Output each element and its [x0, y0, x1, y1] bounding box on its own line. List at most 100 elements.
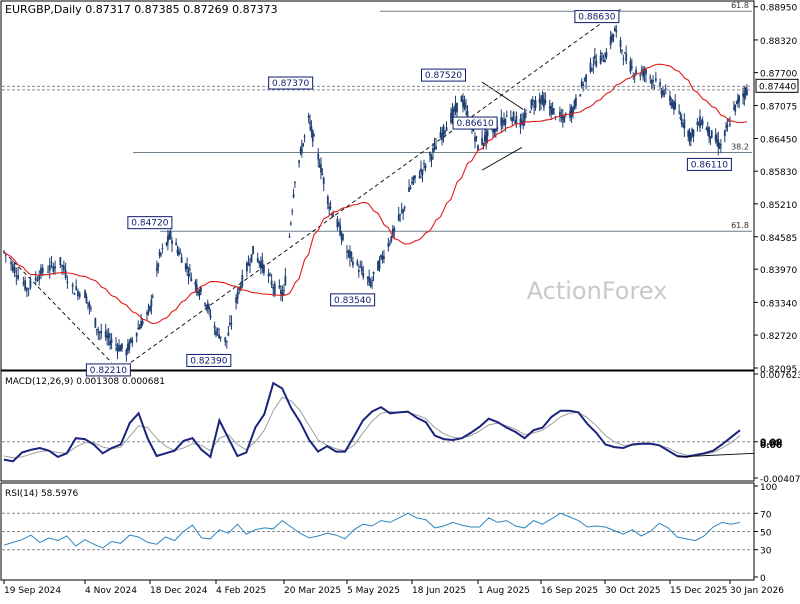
candle-body [692, 130, 695, 137]
candle-body [700, 123, 703, 125]
candle-body [671, 103, 674, 107]
candle-body [73, 293, 76, 295]
candle-body [643, 73, 646, 75]
candle-body [622, 58, 625, 60]
candle-body [477, 145, 479, 151]
candle-body [466, 111, 469, 119]
rsi-tick-label: 100 [760, 483, 777, 493]
candle-body [414, 175, 416, 179]
candle-body [357, 269, 360, 272]
candle-body [320, 164, 322, 173]
candle-body [621, 50, 623, 52]
price-axis: 0.88950 0.88320 0.87700 0.87075 0.86450 0.858… [754, 4, 797, 375]
candle-body [48, 264, 51, 271]
candle-body [288, 236, 291, 238]
candle-body [326, 196, 329, 205]
candle-body [465, 106, 467, 108]
trend-line [481, 147, 523, 171]
candle-body [445, 127, 448, 131]
candle-body [523, 114, 526, 122]
candle-body [349, 250, 351, 259]
candle-body [198, 293, 201, 296]
candle-body [313, 135, 316, 137]
candle-body [229, 322, 231, 325]
candle-body [116, 347, 119, 351]
candle-body [511, 117, 514, 122]
macd-panel-frame [0, 370, 755, 482]
candle-body [125, 350, 128, 356]
candle-body [520, 121, 523, 123]
candle-body [90, 307, 92, 309]
candle-body [605, 52, 608, 58]
date-axis: 19 Sep 2024 4 Nov 2024 18 Dec 2024 4 Feb 20… [3, 580, 784, 596]
date-tick-label: 4 Feb 2025 [216, 586, 266, 596]
macd-panel: MACD(12,26,9) 0.001308 0.000681 0.007623 0… [2, 371, 800, 485]
candle-body [611, 35, 613, 41]
candle-body [515, 115, 518, 124]
candle-body [47, 271, 49, 273]
candle-body [302, 143, 305, 147]
candle-body [679, 116, 682, 119]
candle-body [738, 95, 741, 102]
candle-body [418, 176, 421, 178]
candle-body [719, 144, 722, 146]
candle-body [165, 242, 168, 246]
candle-body [273, 283, 276, 295]
candle-body [13, 266, 16, 273]
candle-body [168, 234, 171, 240]
candle-body [87, 302, 89, 304]
candle-body [673, 101, 675, 110]
candle-body [504, 119, 507, 125]
price-panel-frame [0, 0, 755, 371]
candle-body [252, 246, 254, 255]
date-tick-label: 15 Dec 2025 [670, 586, 728, 596]
candle-body [216, 329, 219, 331]
candle-body [454, 103, 457, 111]
candle-body [61, 265, 64, 267]
candle-body [592, 64, 595, 66]
candle-body [388, 243, 391, 245]
candle-body [10, 262, 12, 265]
rsi-tick-label: 70 [760, 510, 772, 520]
candle-body [423, 163, 425, 165]
candle-body [570, 107, 573, 117]
candle-body [22, 282, 25, 284]
candle-body [573, 100, 576, 108]
price-tick-label: 0.83970 [760, 266, 797, 276]
candle-body [126, 344, 129, 352]
candle-body [238, 287, 241, 291]
timeframe-label: Daily [54, 3, 82, 16]
candle-body [450, 112, 452, 123]
candle-body [378, 260, 381, 270]
candle-body [660, 90, 663, 94]
candle-body [177, 251, 180, 255]
candle-body [146, 311, 148, 315]
candle-body [548, 106, 551, 109]
price-annotation-label: 0.82210 [90, 366, 127, 376]
candle-body [530, 99, 533, 109]
candle-body [735, 101, 738, 103]
candle-body [339, 225, 342, 236]
candle-body [602, 61, 605, 63]
candle-body [514, 122, 516, 124]
candle-body [187, 274, 190, 277]
candle-body [94, 318, 97, 328]
candle-body [683, 119, 686, 129]
candle-body [135, 332, 138, 337]
candle-body [377, 261, 379, 271]
candle-body [199, 287, 202, 293]
candle-body [585, 74, 587, 82]
chart-header: EURGBP,Daily 0.87317 0.87385 0.87269 0.8… [5, 3, 278, 16]
date-tick-label: 19 Sep 2024 [4, 586, 61, 596]
candle-body [118, 344, 120, 351]
candle-body [218, 334, 220, 339]
candle-body [180, 257, 183, 263]
price-annotation-label: 0.87520 [425, 71, 462, 81]
candle-body [501, 120, 504, 123]
candle-body [424, 165, 427, 168]
date-tick-label: 4 Nov 2024 [85, 586, 137, 596]
price-annotation-label: 0.88630 [578, 13, 615, 23]
price-annotation-box [330, 293, 376, 307]
candle-body [258, 261, 261, 264]
